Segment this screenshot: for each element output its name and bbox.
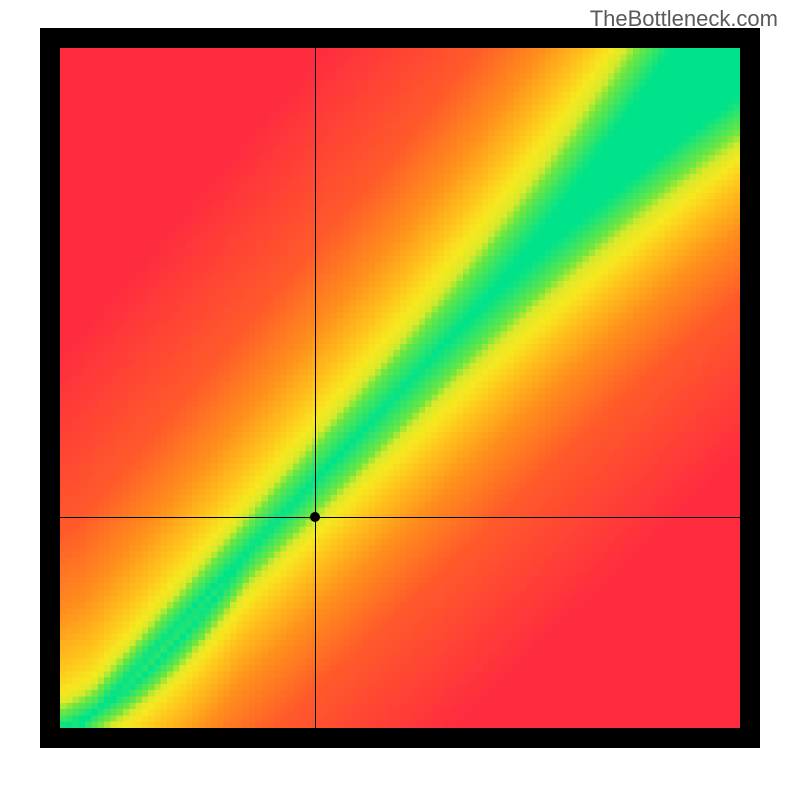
- chart-root: TheBottleneck.com: [0, 0, 800, 800]
- watermark-text: TheBottleneck.com: [590, 6, 778, 32]
- heatmap-canvas: [60, 48, 740, 728]
- crosshair-marker: [310, 512, 320, 522]
- crosshair-vertical: [315, 48, 316, 728]
- crosshair-horizontal: [60, 517, 740, 518]
- plot-inner: [60, 48, 740, 728]
- plot-frame: [40, 28, 760, 748]
